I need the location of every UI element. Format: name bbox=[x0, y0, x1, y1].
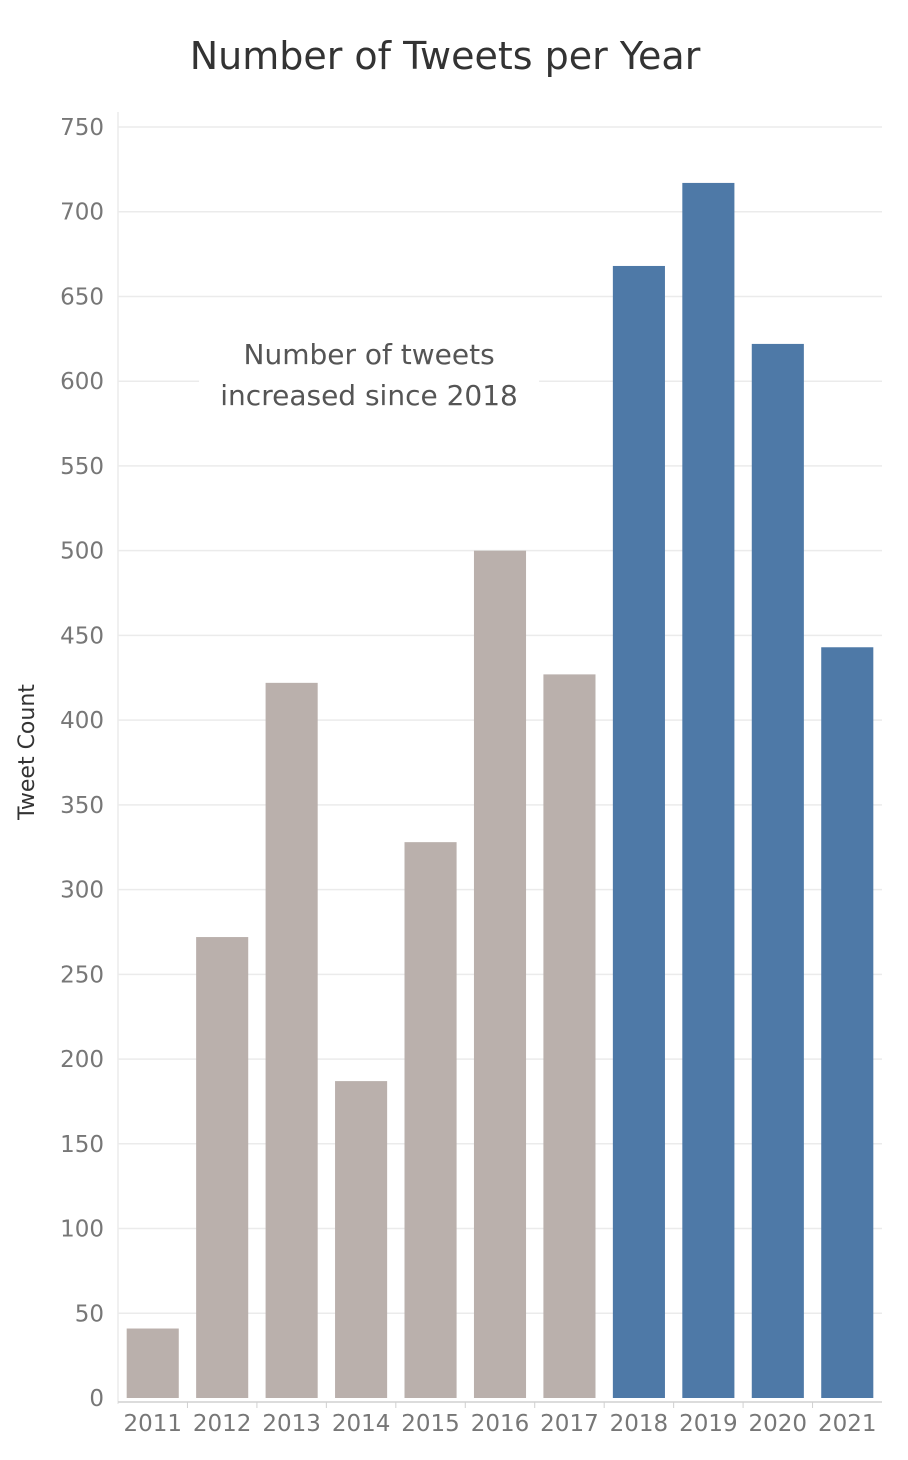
y-tick-label: 750 bbox=[60, 115, 104, 141]
annotation-line: Number of tweets bbox=[244, 338, 495, 371]
y-tick-label: 50 bbox=[75, 1301, 104, 1327]
x-tick-label: 2014 bbox=[332, 1411, 391, 1437]
bar-2021 bbox=[821, 647, 874, 1398]
y-tick-label: 350 bbox=[60, 793, 104, 819]
chart-title: Number of Tweets per Year bbox=[189, 34, 701, 78]
x-tick-label: 2020 bbox=[749, 1411, 808, 1437]
bar-2015 bbox=[404, 842, 457, 1398]
x-tick-label: 2015 bbox=[401, 1411, 460, 1437]
y-tick-label: 250 bbox=[60, 962, 104, 988]
y-tick-label: 200 bbox=[60, 1047, 104, 1073]
bar-2017 bbox=[543, 674, 596, 1398]
y-tick-label: 100 bbox=[60, 1217, 104, 1243]
annotation: Number of tweets increased since 2018 bbox=[199, 331, 540, 424]
bar-2019 bbox=[682, 182, 735, 1399]
y-tick-label: 600 bbox=[60, 369, 104, 395]
annotation-line: increased since 2018 bbox=[220, 379, 518, 412]
x-tick-label: 2021 bbox=[818, 1411, 877, 1437]
y-tick-label: 650 bbox=[60, 284, 104, 310]
y-tick-label: 700 bbox=[60, 200, 104, 226]
bar-2013 bbox=[265, 682, 318, 1398]
annotation-box bbox=[199, 331, 540, 424]
y-tick-label: 500 bbox=[60, 539, 104, 565]
bar-2012 bbox=[196, 937, 249, 1398]
x-tick-label: 2016 bbox=[471, 1411, 530, 1437]
bar-2014 bbox=[335, 1081, 388, 1398]
axes: 0 50 100 150 200 250 300 350 400 450 500 550 600 650 7… bbox=[60, 112, 882, 1437]
x-tick-label: 2017 bbox=[540, 1411, 599, 1437]
bar-2020 bbox=[751, 343, 804, 1398]
y-tick-label: 400 bbox=[60, 708, 104, 734]
x-tick-label: 2012 bbox=[193, 1411, 252, 1437]
y-tick-label: 450 bbox=[60, 623, 104, 649]
bar-2016 bbox=[473, 550, 527, 1398]
y-tick-label: 0 bbox=[89, 1386, 104, 1412]
y-axis-label: Tweet Count bbox=[15, 684, 40, 821]
y-tick-label: 150 bbox=[60, 1132, 104, 1158]
y-tick-label: 300 bbox=[60, 878, 104, 904]
x-tick-label: 2019 bbox=[679, 1411, 738, 1437]
bars bbox=[126, 182, 874, 1399]
bar-2018 bbox=[612, 265, 665, 1399]
x-tick-label: 2013 bbox=[262, 1411, 321, 1437]
x-tick-label: 2011 bbox=[123, 1411, 182, 1437]
x-tick-label: 2018 bbox=[610, 1411, 669, 1437]
bar-2011 bbox=[126, 1328, 179, 1398]
y-tick-label: 550 bbox=[60, 454, 104, 480]
